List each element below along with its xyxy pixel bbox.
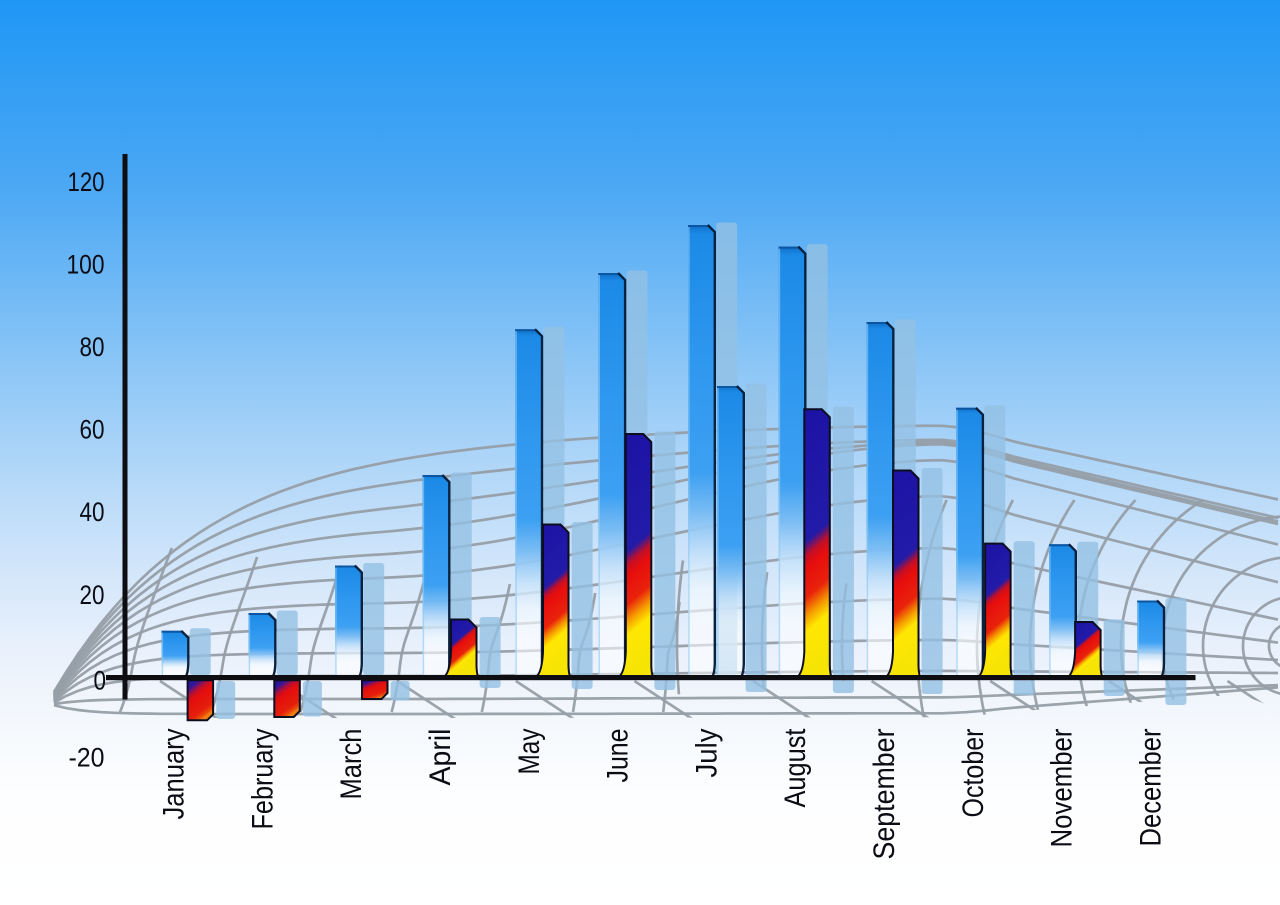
svg-text:-20: -20 [69,742,105,773]
svg-text:December: December [1135,728,1168,846]
svg-text:20: 20 [80,579,105,610]
svg-text:100: 100 [67,249,105,280]
svg-text:80: 80 [80,331,105,362]
svg-text:November: November [1046,728,1079,847]
svg-text:60: 60 [80,414,105,445]
svg-text:March: March [335,729,368,800]
svg-text:120: 120 [68,166,105,197]
svg-text:February: February [246,728,279,829]
svg-text:July: July [690,728,723,777]
svg-text:0: 0 [94,665,107,696]
svg-text:October: October [957,728,990,817]
svg-text:January: January [158,728,191,819]
svg-text:August: August [779,728,812,808]
svg-text:40: 40 [80,496,105,527]
svg-text:September: September [868,728,901,859]
svg-text:April: April [424,729,457,786]
svg-text:June: June [602,729,635,783]
svg-text:May: May [513,728,546,774]
